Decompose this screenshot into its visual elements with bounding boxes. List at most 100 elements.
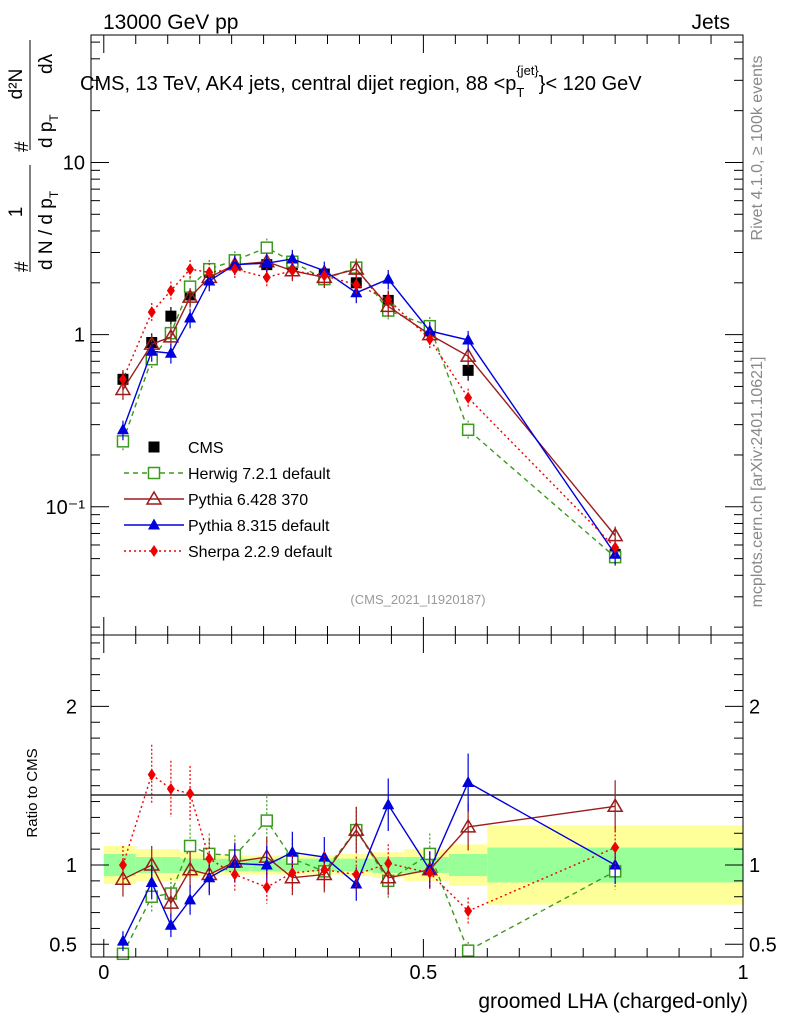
data-point-sherpa	[288, 264, 297, 277]
data-point-sherpa	[230, 263, 239, 276]
ratio-frame	[90, 634, 744, 958]
data-point-sherpa	[425, 333, 434, 346]
data-point-pythia6	[162, 328, 180, 343]
ratio-point-sherpa	[288, 866, 297, 879]
ratio-point-herwig	[260, 814, 274, 827]
ratio-y-tick-label-right: 0.5	[749, 934, 777, 956]
legend-label-herwig: Herwig 7.2.1 default	[188, 466, 331, 483]
ratio-point-pythia6	[459, 818, 477, 833]
title-sub: T	[516, 85, 524, 100]
legend-marker-cms	[148, 441, 160, 453]
data-point-sherpa	[118, 373, 127, 386]
main-ylabel: # 1 d N / d pT # d²N d pT dλ	[6, 40, 61, 272]
x-tick-label: 0	[98, 962, 109, 984]
legend-marker-herwig	[147, 466, 161, 480]
ratio-series	[114, 744, 624, 961]
y-tick-label: 10	[63, 152, 85, 174]
header-right: Jets	[691, 11, 730, 34]
ylabel-hash: #	[12, 261, 33, 272]
ratio-point-pythia6	[347, 821, 365, 836]
ratio-point-sherpa	[147, 768, 156, 781]
legend-marker-pythia8	[148, 518, 160, 530]
ratio-ylabel: Ratio to CMS	[24, 748, 41, 837]
data-point-sherpa	[186, 263, 195, 276]
data-point-sherpa	[384, 293, 393, 306]
band-inner	[448, 853, 488, 877]
y-tick-label: 10⁻¹	[46, 497, 86, 519]
data-point-pythia8	[116, 423, 129, 435]
ratio-line-pythia6	[122, 805, 616, 905]
ratio-point-pythia8	[462, 776, 475, 788]
data-point-pythia6	[347, 260, 365, 275]
ratio-point-pythia8	[116, 934, 129, 946]
ratio-point-pythia8	[145, 875, 158, 887]
ylabel-denom: d N / d pT	[36, 190, 61, 270]
ratio-point-pythia6	[284, 869, 301, 884]
series-line-sherpa	[122, 268, 616, 549]
data-point-pythia8	[286, 252, 299, 264]
main-ticks: 10 1 10⁻¹	[46, 35, 744, 635]
ratio-point-pythia6	[114, 870, 132, 886]
data-point-cms	[462, 364, 474, 376]
ratio-point-sherpa	[464, 905, 473, 917]
data-point-sherpa	[611, 541, 620, 554]
ratio-y-tick-label: 2	[66, 696, 77, 718]
ylabel-denom-text: d N / d p	[36, 198, 57, 270]
data-point-pythia6	[379, 297, 397, 313]
data-point-pythia8	[145, 344, 158, 356]
ratio-point-pythia6	[181, 861, 199, 876]
data-point-pythia6	[114, 381, 132, 396]
ratio-y-tick-label-right: 1	[749, 855, 760, 877]
ratio-point-sherpa	[352, 868, 361, 881]
ratio-point-sherpa	[262, 881, 271, 894]
data-point-sherpa	[147, 306, 156, 319]
data-point-pythia6	[606, 527, 624, 542]
main-series	[114, 238, 624, 568]
ratio-point-pythia8	[382, 798, 395, 810]
series-line-herwig	[122, 246, 616, 558]
ratio-line-sherpa	[122, 773, 616, 912]
data-point-cms	[165, 310, 177, 322]
ratio-point-sherpa	[320, 863, 329, 876]
data-point-pythia8	[184, 311, 197, 323]
ratio-point-pythia6	[379, 869, 397, 884]
y-tick-label: 1	[74, 325, 85, 347]
ratio-point-pythia6	[606, 797, 624, 813]
data-point-pythia8	[462, 333, 475, 345]
data-point-pythia8	[164, 346, 177, 358]
ratio-point-sherpa	[186, 787, 195, 800]
ratio-point-pythia8	[286, 845, 299, 857]
ratio-point-pythia8	[260, 858, 273, 870]
band-inner	[161, 857, 181, 873]
data-point-sherpa	[262, 271, 271, 284]
data-point-pythia6	[181, 288, 199, 303]
series-sherpa	[118, 260, 620, 558]
x-tick-label: 0.5	[409, 962, 437, 984]
ratio-ticks: 0.5 0.51 12 20 0.5 1	[49, 635, 777, 984]
legend-label-pythia8: Pythia 8.315 default	[188, 518, 330, 535]
title-suffix: }< 120 GeV	[539, 73, 643, 95]
ratio-point-sherpa	[611, 841, 620, 854]
ratio-point-sherpa	[230, 868, 239, 881]
rivet-label: Rivet 4.1.0, ≥ 100k events	[749, 56, 766, 241]
data-point-sherpa	[320, 269, 329, 282]
legend-label-pythia6: Pythia 6.428 370	[188, 492, 308, 509]
ratio-y-tick-label: 0.5	[49, 934, 77, 956]
data-point-sherpa	[205, 266, 214, 279]
ratio-point-sherpa	[166, 782, 175, 795]
header-left: 13000 GeV pp	[103, 11, 238, 34]
main-title: CMS, 13 TeV, AK4 jets, central dijet reg…	[80, 63, 642, 100]
ratio-point-sherpa	[384, 857, 393, 870]
data-point-sherpa	[352, 278, 361, 291]
ratio-point-pythia8	[164, 918, 177, 930]
data-point-herwig	[461, 423, 475, 437]
legend-marker-pythia6	[145, 490, 163, 505]
ratio-y-tick-label-right: 2	[749, 696, 760, 718]
ylabel-one: 1	[6, 207, 27, 218]
mcplots-label: mcplots.cern.ch [arXiv:2401.10621]	[749, 357, 766, 608]
ylabel-num-a: d²N	[6, 69, 27, 100]
ratio-band	[103, 825, 743, 905]
series-line-pythia6	[122, 261, 616, 537]
ratio-y-tick-label: 1	[66, 855, 77, 877]
